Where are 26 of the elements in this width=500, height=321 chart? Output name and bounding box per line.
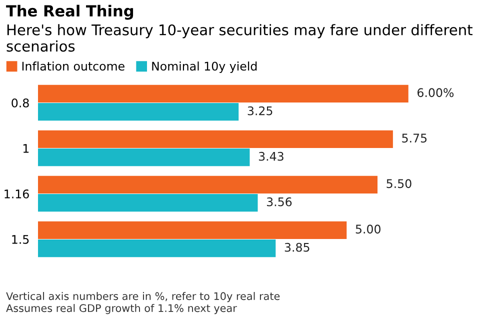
legend-label: Nominal 10y yield xyxy=(152,61,257,73)
y-tick-label: 1.5 xyxy=(12,235,29,244)
data-label: 5.75 xyxy=(402,134,427,143)
bar xyxy=(38,84,408,102)
chart-subtitle: Here's how Treasury 10-year securities may fare under different scenarios xyxy=(6,24,472,52)
text: Vertical axis numbers are in %, refer to 10y real rate xyxy=(6,292,280,302)
data-label: 3.85 xyxy=(284,242,310,252)
bar xyxy=(38,240,276,258)
data-label: 3.56 xyxy=(266,197,292,206)
data-label: 3.43 xyxy=(258,152,284,161)
y-tick-label: 0.8 xyxy=(12,98,29,108)
y-tick-label: 1 xyxy=(23,144,29,153)
data-label: 3.25 xyxy=(248,106,272,116)
chart-title: The Real Thing xyxy=(6,4,134,20)
legend-label: Inflation outcome xyxy=(22,61,124,71)
data-label: 5.50 xyxy=(386,179,412,188)
bar xyxy=(38,176,378,194)
bar xyxy=(38,130,393,148)
bar xyxy=(38,221,347,239)
text: Assumes real GDP growth of 1.1% next year xyxy=(6,304,237,314)
y-tick-label: 1.16 xyxy=(4,189,29,198)
bar xyxy=(38,194,258,212)
data-label: 6.00% xyxy=(418,88,454,98)
data-label: 5.00 xyxy=(356,224,380,234)
bar xyxy=(38,148,250,166)
bar xyxy=(38,103,239,121)
